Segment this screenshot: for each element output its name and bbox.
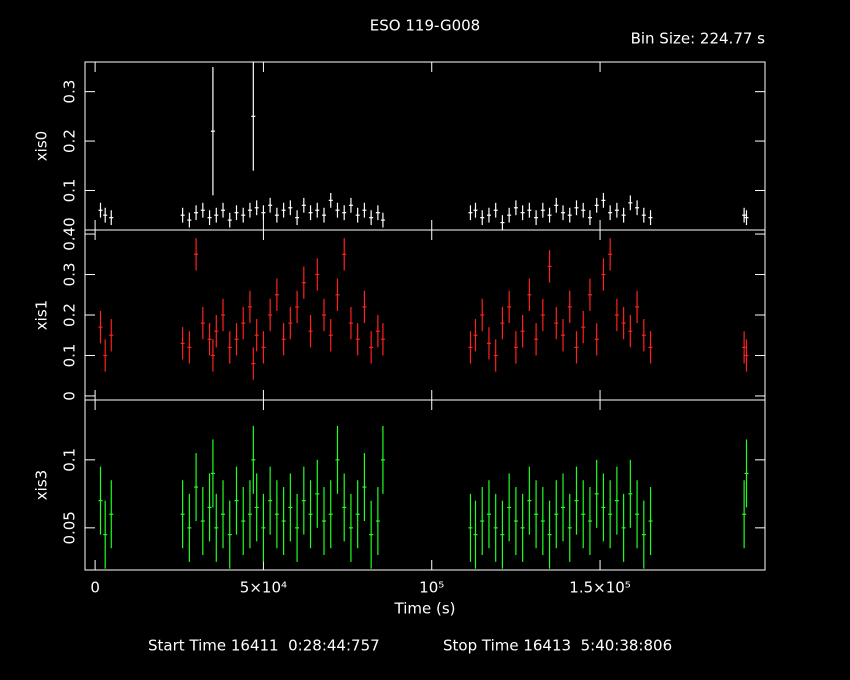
x-tick-label: 1.5×10⁵ (569, 579, 631, 597)
stop-time: Stop Time 16413 5:40:38:806 (443, 637, 672, 655)
y-axis-label: xis0 (33, 131, 51, 161)
y-tick-label: 0.1 (61, 344, 79, 368)
y-tick-label: 0.1 (61, 448, 79, 472)
x-axis-label: Time (s) (394, 600, 456, 618)
y-axis-label: xis1 (33, 300, 51, 330)
x-tick-label: 10⁵ (419, 579, 444, 597)
y-tick-label: 0.40 (61, 217, 79, 250)
start-time: Start Time 16411 0:28:44:757 (148, 637, 380, 655)
chart-title: ESO 119-G008 (370, 17, 480, 35)
x-tick-label: 5×10⁴ (240, 579, 287, 597)
series (98, 62, 749, 230)
y-tick-label: 0.2 (61, 129, 79, 153)
y-tick-label: 0 (61, 391, 79, 401)
x-tick-label: 0 (90, 579, 100, 597)
y-tick-label: 0.05 (61, 511, 79, 544)
y-tick-label: 0.1 (61, 179, 79, 203)
series (98, 238, 749, 380)
series (98, 425, 749, 569)
y-tick-label: 0.2 (61, 303, 79, 327)
y-tick-label: 0.3 (61, 263, 79, 287)
y-axis-label: xis3 (33, 470, 51, 500)
bin-size: Bin Size: 224.77 s (631, 30, 766, 48)
y-tick-label: 0.3 (61, 80, 79, 104)
panel-frame (84, 399, 766, 571)
